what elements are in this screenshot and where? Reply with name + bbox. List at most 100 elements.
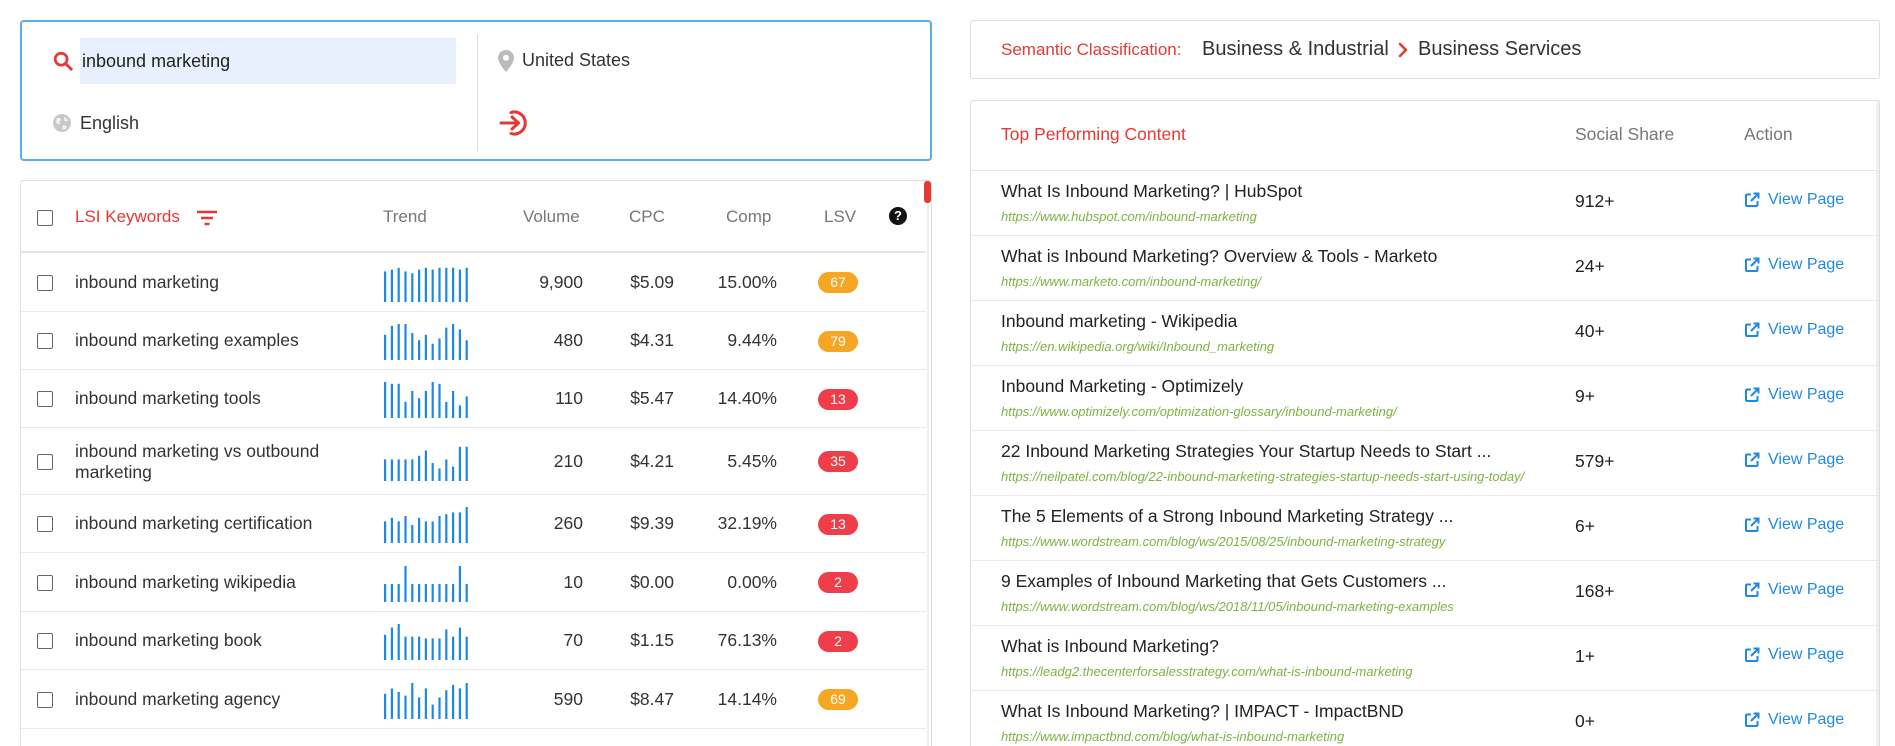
trend-bar — [390, 583, 393, 602]
external-link-icon — [1745, 647, 1760, 662]
table-row: What is Inbound Marketing? https://leadg2… — [971, 626, 1879, 691]
search-icon[interactable] — [52, 50, 74, 72]
keyword-cell[interactable]: inbound marketing book — [75, 630, 262, 650]
trend-bar — [397, 691, 400, 719]
table-header: Top Performing Content Social Share Acti… — [971, 101, 1879, 171]
social-share-count: 1+ — [1575, 646, 1595, 666]
search-divider — [477, 34, 478, 152]
trend-bar — [438, 696, 441, 719]
external-link-icon — [1745, 582, 1760, 597]
trend-bar — [384, 521, 387, 543]
view-page-link[interactable]: View Page — [1744, 256, 1844, 274]
social-share-header[interactable]: Social Share — [1575, 124, 1675, 144]
view-page-link[interactable]: View Page — [1744, 321, 1844, 339]
trend-bar — [384, 634, 387, 660]
comp-cell: 76.13% — [717, 630, 777, 650]
view-page-link[interactable]: View Page — [1744, 581, 1844, 599]
trend-bar — [404, 516, 407, 543]
content-title: What is Inbound Marketing? — [1001, 636, 1219, 656]
content-url[interactable]: https://www.hubspot.com/inbound-marketin… — [1001, 209, 1257, 224]
keyword-search-input[interactable]: inbound marketing — [80, 38, 456, 84]
social-share-count: 24+ — [1575, 256, 1605, 276]
content-url[interactable]: https://www.wordstream.com/blog/ws/2018/… — [1001, 599, 1454, 614]
trend-bar — [452, 684, 455, 719]
row-checkbox[interactable] — [37, 574, 53, 591]
social-share-count: 168+ — [1575, 581, 1615, 601]
social-share-count: 9+ — [1575, 386, 1595, 406]
trend-sparkline — [384, 624, 468, 660]
table-row: Inbound Marketing - Optimizely https://ww… — [971, 366, 1879, 431]
social-share-count: 912+ — [1575, 191, 1615, 211]
keyword-cell[interactable]: inbound marketing examples — [75, 330, 299, 350]
trend-bar — [458, 512, 461, 543]
location-pin-icon — [498, 50, 514, 72]
row-checkbox[interactable] — [37, 453, 53, 470]
view-page-label: View Page — [1768, 516, 1845, 533]
trend-header[interactable]: Trend — [383, 207, 427, 226]
volume-header[interactable]: Volume — [523, 207, 580, 226]
view-page-label: View Page — [1768, 581, 1845, 598]
row-checkbox[interactable] — [37, 274, 53, 291]
help-icon[interactable]: ? — [889, 207, 907, 225]
trend-bar — [438, 338, 441, 360]
row-checkbox[interactable] — [37, 691, 53, 708]
content-url[interactable]: https://www.optimizely.com/optimization-… — [1001, 404, 1397, 419]
row-checkbox[interactable] — [37, 516, 53, 532]
trend-bar — [411, 458, 414, 481]
keyword-cell[interactable]: inbound marketing — [75, 271, 219, 292]
view-page-link[interactable]: View Page — [1744, 516, 1844, 534]
content-url[interactable]: https://www.wordstream.com/blog/ws/2015/… — [1001, 534, 1446, 549]
keyword-cell[interactable]: inbound marketing certification — [75, 513, 313, 533]
select-all-checkbox[interactable] — [37, 210, 53, 226]
keyword-cell[interactable]: inbound marketing vs outbound marketing — [75, 440, 320, 482]
content-title: The 5 Elements of a Strong Inbound Marke… — [1001, 506, 1454, 526]
view-page-link[interactable]: View Page — [1744, 386, 1844, 404]
content-url[interactable]: https://www.marketo.com/inbound-marketin… — [1001, 274, 1262, 289]
keyword-cell[interactable]: inbound marketing wikipedia — [75, 571, 296, 592]
trend-bar — [452, 324, 455, 360]
view-page-label: View Page — [1768, 321, 1845, 338]
action-header: Action — [1744, 124, 1793, 144]
external-link-icon — [1745, 322, 1760, 337]
filter-icon[interactable] — [195, 209, 219, 227]
content-url[interactable]: https://leadg2.thecenterforsalesstrategy… — [1001, 664, 1413, 679]
trend-bar — [445, 458, 448, 481]
lsv-badge: 35 — [818, 451, 858, 472]
row-checkbox[interactable] — [37, 333, 53, 349]
trend-bar — [458, 329, 461, 360]
table-row: The 5 Elements of a Strong Inbound Marke… — [971, 496, 1879, 561]
location-select[interactable]: United States — [522, 50, 631, 70]
trend-bar — [438, 383, 441, 418]
view-page-link[interactable]: View Page — [1744, 646, 1844, 664]
trend-bar — [397, 521, 400, 543]
trend-bar — [418, 269, 421, 302]
view-page-link[interactable]: View Page — [1744, 451, 1844, 469]
lsi-keywords-header[interactable]: LSI Keywords — [75, 207, 180, 226]
content-url[interactable]: https://www.impactbnd.com/blog/what-is-i… — [1001, 729, 1345, 744]
trend-bar — [384, 458, 387, 481]
comp-header[interactable]: Comp — [726, 207, 772, 226]
view-page-link[interactable]: View Page — [1744, 191, 1844, 209]
lsv-badge: 2 — [818, 630, 858, 652]
lsv-badge: 2 — [818, 572, 858, 593]
trend-bar — [438, 467, 441, 481]
language-select[interactable]: English — [80, 113, 140, 133]
submit-search-icon[interactable] — [498, 108, 532, 138]
volume-cell: 110 — [555, 388, 583, 408]
trend-sparkline — [384, 507, 468, 543]
content-title: What is Inbound Marketing? Overview & To… — [1001, 246, 1438, 266]
trend-bar — [418, 398, 421, 418]
trend-bar — [424, 687, 427, 719]
view-page-link[interactable]: View Page — [1744, 711, 1844, 729]
keyword-cell[interactable]: inbound marketing tools — [75, 388, 261, 408]
scrollbar-thumb[interactable] — [924, 181, 931, 203]
row-checkbox[interactable] — [37, 633, 53, 649]
lsv-header[interactable]: LSV — [824, 207, 857, 226]
keyword-cell[interactable]: inbound marketing agency — [75, 688, 281, 709]
content-url[interactable]: https://neilpatel.com/blog/22-inbound-ma… — [1001, 469, 1525, 484]
trend-sparkline — [384, 682, 468, 719]
trend-bar — [445, 629, 448, 660]
row-checkbox[interactable] — [37, 391, 53, 407]
content-url[interactable]: https://en.wikipedia.org/wiki/Inbound_ma… — [1001, 339, 1275, 354]
cpc-header[interactable]: CPC — [629, 207, 665, 226]
